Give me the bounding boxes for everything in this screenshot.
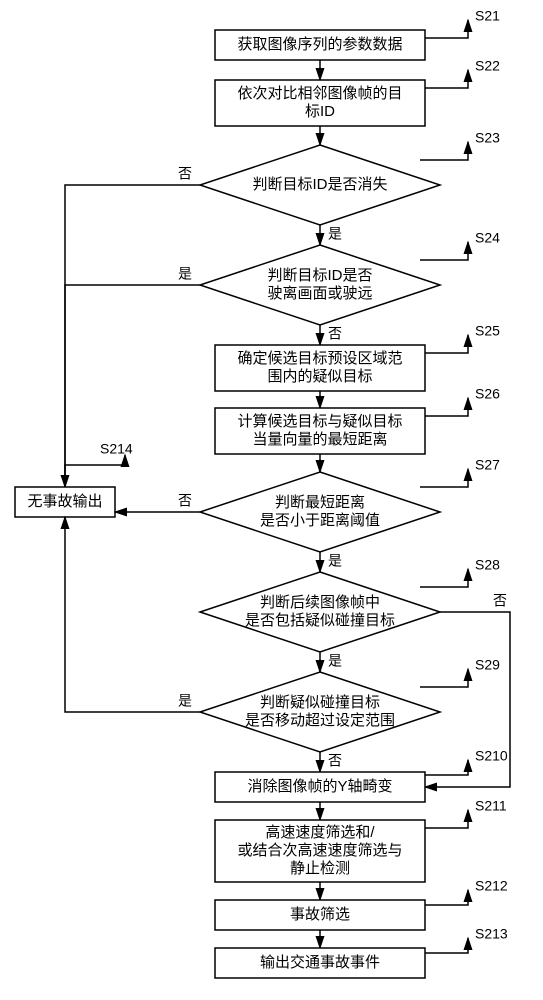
label-s27-no: 否	[178, 493, 192, 509]
node-s25-line1: 确定候选目标预设区域范	[237, 350, 402, 367]
leader-s24	[420, 242, 468, 260]
step-label-s24: S24	[475, 230, 500, 246]
node-s27: 判断最短距离 是否小于距离阈值	[200, 472, 440, 552]
node-s213-text: 输出交通事故事件	[260, 953, 380, 971]
leader-s27	[420, 469, 468, 487]
leader-s29	[420, 669, 468, 687]
step-label-s23: S23	[475, 130, 500, 146]
label-s24-yes: 是	[178, 266, 192, 282]
edge-s29-s214	[65, 517, 200, 712]
node-s29: 判断疑似碰撞目标 是否移动超过设定范围	[200, 672, 440, 752]
node-s22-line1: 依次对比相邻图像帧的目	[237, 85, 402, 102]
node-s214: 无事故输出	[15, 487, 115, 517]
label-s29-no: 否	[328, 753, 342, 769]
node-s25-line2: 围内的疑似目标	[267, 368, 372, 385]
node-s23: 判断目标ID是否消失	[200, 145, 440, 225]
node-s22-line2: 标ID	[305, 103, 335, 120]
leader-s213	[425, 938, 468, 953]
step-label-s212: S212	[475, 878, 508, 894]
leader-s212	[425, 890, 468, 905]
node-s21-text: 获取图像序列的参数数据	[237, 36, 402, 53]
step-label-s27: S27	[475, 457, 500, 473]
label-s23-yes: 是	[328, 226, 342, 242]
flowchart-canvas: 获取图像序列的参数数据 S21 依次对比相邻图像帧的目 标ID S22 判断目标…	[0, 0, 543, 1000]
node-s212: 事故筛选	[215, 900, 425, 930]
node-s27-line1: 判断最短距离	[275, 494, 365, 511]
step-label-s213: S213	[475, 926, 508, 942]
node-s28: 判断后续图像帧中 是否包括疑似碰撞目标	[200, 572, 440, 652]
node-s22: 依次对比相邻图像帧的目 标ID	[215, 80, 425, 126]
leader-s211	[425, 810, 468, 828]
node-s24-line2: 驶离画面或驶远	[267, 285, 372, 302]
node-s210-text: 消除图像帧的Y轴畸变	[247, 778, 392, 795]
node-s27-line2: 是否小于距离阈值	[260, 512, 380, 529]
node-s26-line2: 当量向量的最短距离	[252, 431, 387, 448]
leader-s26	[425, 398, 468, 416]
label-s28-no: 否	[493, 593, 507, 609]
step-label-s25: S25	[475, 323, 500, 339]
leader-s25	[425, 335, 468, 353]
node-s211: 高速速度筛选和/ 或结合次高速速度筛选与 静止检测	[215, 820, 425, 882]
node-s24: 判断目标ID是否 驶离画面或驶远	[200, 245, 440, 325]
node-s21: 获取图像序列的参数数据	[215, 30, 425, 60]
label-s24-no: 否	[328, 326, 342, 342]
step-label-s29: S29	[475, 657, 500, 673]
label-s27-yes: 是	[328, 553, 342, 569]
leader-s22	[425, 70, 468, 88]
step-label-s22: S22	[475, 58, 500, 74]
label-s29-yes: 是	[178, 693, 192, 709]
node-s26-line1: 计算候选目标与疑似目标	[237, 412, 402, 430]
node-s24-line1: 判断目标ID是否	[267, 267, 372, 284]
node-s29-line1: 判断疑似碰撞目标	[260, 693, 380, 711]
step-label-s21: S21	[475, 8, 500, 24]
node-s29-line2: 是否移动超过设定范围	[245, 712, 395, 729]
node-s23-text: 判断目标ID是否消失	[252, 176, 387, 193]
node-s210: 消除图像帧的Y轴畸变	[215, 772, 425, 802]
node-s211-line1: 高速速度筛选和/	[265, 824, 375, 841]
step-label-s28: S28	[475, 557, 500, 573]
node-s212-text: 事故筛选	[290, 906, 350, 923]
step-label-s211: S211	[475, 798, 507, 814]
leader-s210	[425, 760, 468, 775]
label-s28-yes: 是	[328, 653, 342, 669]
step-label-s214: S214	[100, 441, 133, 457]
step-label-s26: S26	[475, 386, 500, 402]
leader-s21	[425, 20, 468, 38]
leader-s214-up	[65, 465, 108, 487]
node-s28-line1: 判断后续图像帧中	[260, 594, 380, 611]
node-s213: 输出交通事故事件	[215, 948, 425, 978]
node-s211-line2: 或结合次高速速度筛选与	[237, 842, 402, 859]
node-s214-text: 无事故输出	[27, 493, 102, 510]
node-s211-line3: 静止检测	[290, 860, 350, 877]
node-s26: 计算候选目标与疑似目标 当量向量的最短距离	[215, 408, 425, 454]
step-label-s210: S210	[475, 748, 508, 764]
leader-s28	[420, 569, 468, 587]
node-s28-line2: 是否包括疑似碰撞目标	[245, 611, 395, 629]
node-s25: 确定候选目标预设区域范 围内的疑似目标	[215, 345, 425, 391]
leader-s23	[420, 142, 468, 160]
label-s23-no: 否	[178, 166, 192, 182]
